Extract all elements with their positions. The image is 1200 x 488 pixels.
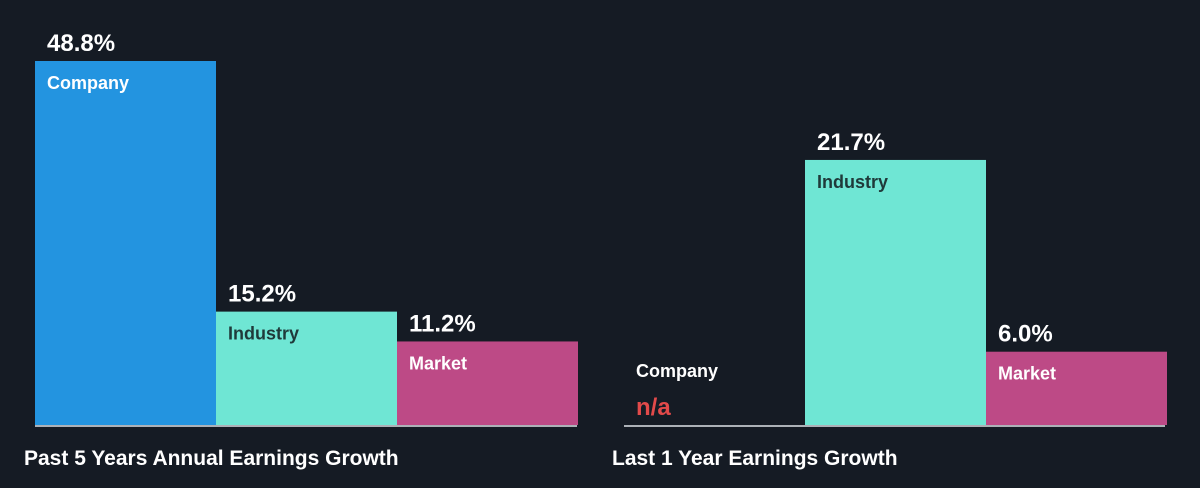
bar-market-1 xyxy=(397,341,578,425)
bar-company-1 xyxy=(35,61,216,425)
bar-label-company-1: Company xyxy=(47,73,129,93)
value-label-company-1: 48.8% xyxy=(47,30,115,57)
bar-market-2 xyxy=(986,351,1167,425)
value-label-industry-2: 21.7% xyxy=(817,129,885,156)
bar-label-market-2: Market xyxy=(998,364,1056,384)
bar-label-industry-2: Industry xyxy=(817,172,888,192)
bar-industry-2 xyxy=(805,159,986,426)
chart-title-2: Last 1 Year Earnings Growth xyxy=(612,447,898,470)
value-label-market-2: 6.0% xyxy=(998,321,1053,348)
bar-label-company-2: Company xyxy=(636,361,718,381)
bar-label-industry-1: Industry xyxy=(228,324,299,344)
value-label-industry-1: 15.2% xyxy=(228,281,296,308)
value-label-company-2: n/a xyxy=(636,394,671,421)
chart-title-1: Past 5 Years Annual Earnings Growth xyxy=(24,447,399,470)
bar-industry-1 xyxy=(216,311,397,425)
bar-label-market-1: Market xyxy=(409,353,467,373)
value-label-market-1: 11.2% xyxy=(409,310,476,337)
